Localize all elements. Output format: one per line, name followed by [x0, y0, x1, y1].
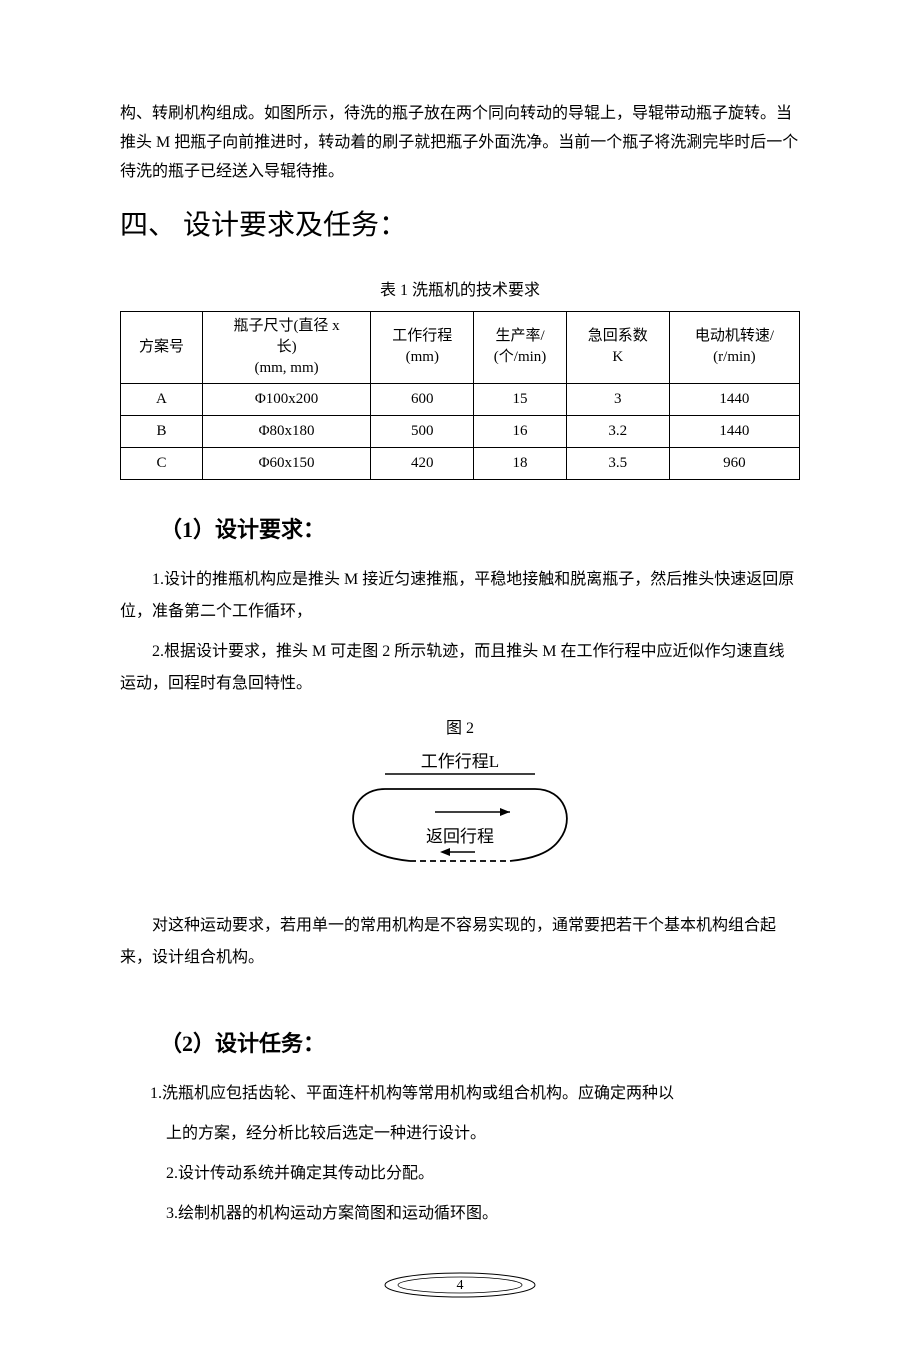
- col-header-rpm: 电动机转速/ (r/min): [669, 311, 799, 383]
- task-item-3: 3.绘制机器的机构运动方案简图和运动循环图。: [166, 1198, 800, 1230]
- col-header-size: 瓶子尺寸(直径 x 长) (mm, mm): [202, 311, 370, 383]
- cell-text: 长): [277, 339, 297, 355]
- col-header-plan: 方案号: [121, 311, 203, 383]
- intro-paragraph: 构、转刷机构组成。如图所示，待洗的瓶子放在两个同向转动的导辊上，导辊带动瓶子旋转…: [120, 100, 800, 186]
- section-title: 四、 设计要求及任务：: [120, 201, 800, 251]
- cell: 420: [371, 447, 474, 479]
- tasks-heading: （2）设计任务：: [160, 1024, 800, 1064]
- cell: 3: [566, 383, 669, 415]
- cell-text: 瓶子尺寸(直径 x: [233, 318, 339, 334]
- cell: 15: [474, 383, 566, 415]
- diagram-top-label: 工作行程L: [421, 752, 499, 771]
- cell: 500: [371, 415, 474, 447]
- trajectory-diagram: 工作行程L 返回行程: [120, 749, 800, 890]
- cell: 1440: [669, 383, 799, 415]
- table-header-row: 方案号 瓶子尺寸(直径 x 长) (mm, mm) 工作行程 (mm) 生产率/…: [121, 311, 800, 383]
- cell: 3.5: [566, 447, 669, 479]
- requirements-heading: （1）设计要求：: [160, 510, 800, 550]
- col-header-k: 急回系数 K: [566, 311, 669, 383]
- cell: Φ60x150: [202, 447, 370, 479]
- diagram-arrowhead: [500, 808, 510, 816]
- diagram-bottom-label: 返回行程: [426, 827, 494, 846]
- spec-table: 方案号 瓶子尺寸(直径 x 长) (mm, mm) 工作行程 (mm) 生产率/…: [120, 311, 800, 480]
- page-number-text: 4: [457, 1278, 464, 1293]
- cell-text: (mm): [406, 349, 439, 365]
- table-row: A Φ100x200 600 15 3 1440: [121, 383, 800, 415]
- col-header-rate: 生产率/ (个/min): [474, 311, 566, 383]
- cell-text: 生产率/: [495, 328, 544, 344]
- task-list: 1.洗瓶机应包括齿轮、平面连杆机构等常用机构或组合机构。应确定两种以 上的方案，…: [150, 1078, 800, 1230]
- task-item-1a: 1.洗瓶机应包括齿轮、平面连杆机构等常用机构或组合机构。应确定两种以: [150, 1078, 800, 1110]
- cell: C: [121, 447, 203, 479]
- page-number-decoration: 4: [380, 1270, 540, 1311]
- req-para-2: 2.根据设计要求，推头 M 可走图 2 所示轨迹，而且推头 M 在工作行程中应近…: [120, 636, 800, 700]
- diagram-right-curve: [510, 789, 567, 861]
- cell: 1440: [669, 415, 799, 447]
- task-item-2: 2.设计传动系统并确定其传动比分配。: [166, 1158, 800, 1190]
- cell-text: 工作行程: [392, 328, 452, 344]
- cell-text: (个/min): [494, 349, 547, 365]
- cell: 600: [371, 383, 474, 415]
- page-number-container: 4: [120, 1270, 800, 1311]
- cell: 18: [474, 447, 566, 479]
- req-para-1: 1.设计的推瓶机构应是推头 M 接近匀速推瓶，平稳地接触和脱离瓶子，然后推头快速…: [120, 564, 800, 628]
- col-header-stroke: 工作行程 (mm): [371, 311, 474, 383]
- diagram-left-curve: [353, 789, 410, 861]
- cell: Φ100x200: [202, 383, 370, 415]
- table-row: C Φ60x150 420 18 3.5 960: [121, 447, 800, 479]
- figure-caption: 图 2: [120, 715, 800, 744]
- cell-text: K: [612, 349, 623, 365]
- cell: 16: [474, 415, 566, 447]
- cell-text: 急回系数: [588, 328, 648, 344]
- cell: 3.2: [566, 415, 669, 447]
- diagram-svg: 工作行程L 返回行程: [340, 749, 580, 879]
- cell: Φ80x180: [202, 415, 370, 447]
- req-para-3: 对这种运动要求，若用单一的常用机构是不容易实现的，通常要把若干个基本机构组合起来…: [120, 910, 800, 974]
- cell: A: [121, 383, 203, 415]
- cell-text: (mm, mm): [254, 360, 318, 376]
- diagram-return-arrowhead: [440, 848, 450, 856]
- cell: 960: [669, 447, 799, 479]
- table-caption: 表 1 洗瓶机的技术要求: [120, 277, 800, 306]
- table-row: B Φ80x180 500 16 3.2 1440: [121, 415, 800, 447]
- cell: B: [121, 415, 203, 447]
- task-item-1b: 上的方案，经分析比较后选定一种进行设计。: [166, 1118, 800, 1150]
- cell-text: (r/min): [713, 349, 756, 365]
- cell-text: 电动机转速/: [695, 328, 774, 344]
